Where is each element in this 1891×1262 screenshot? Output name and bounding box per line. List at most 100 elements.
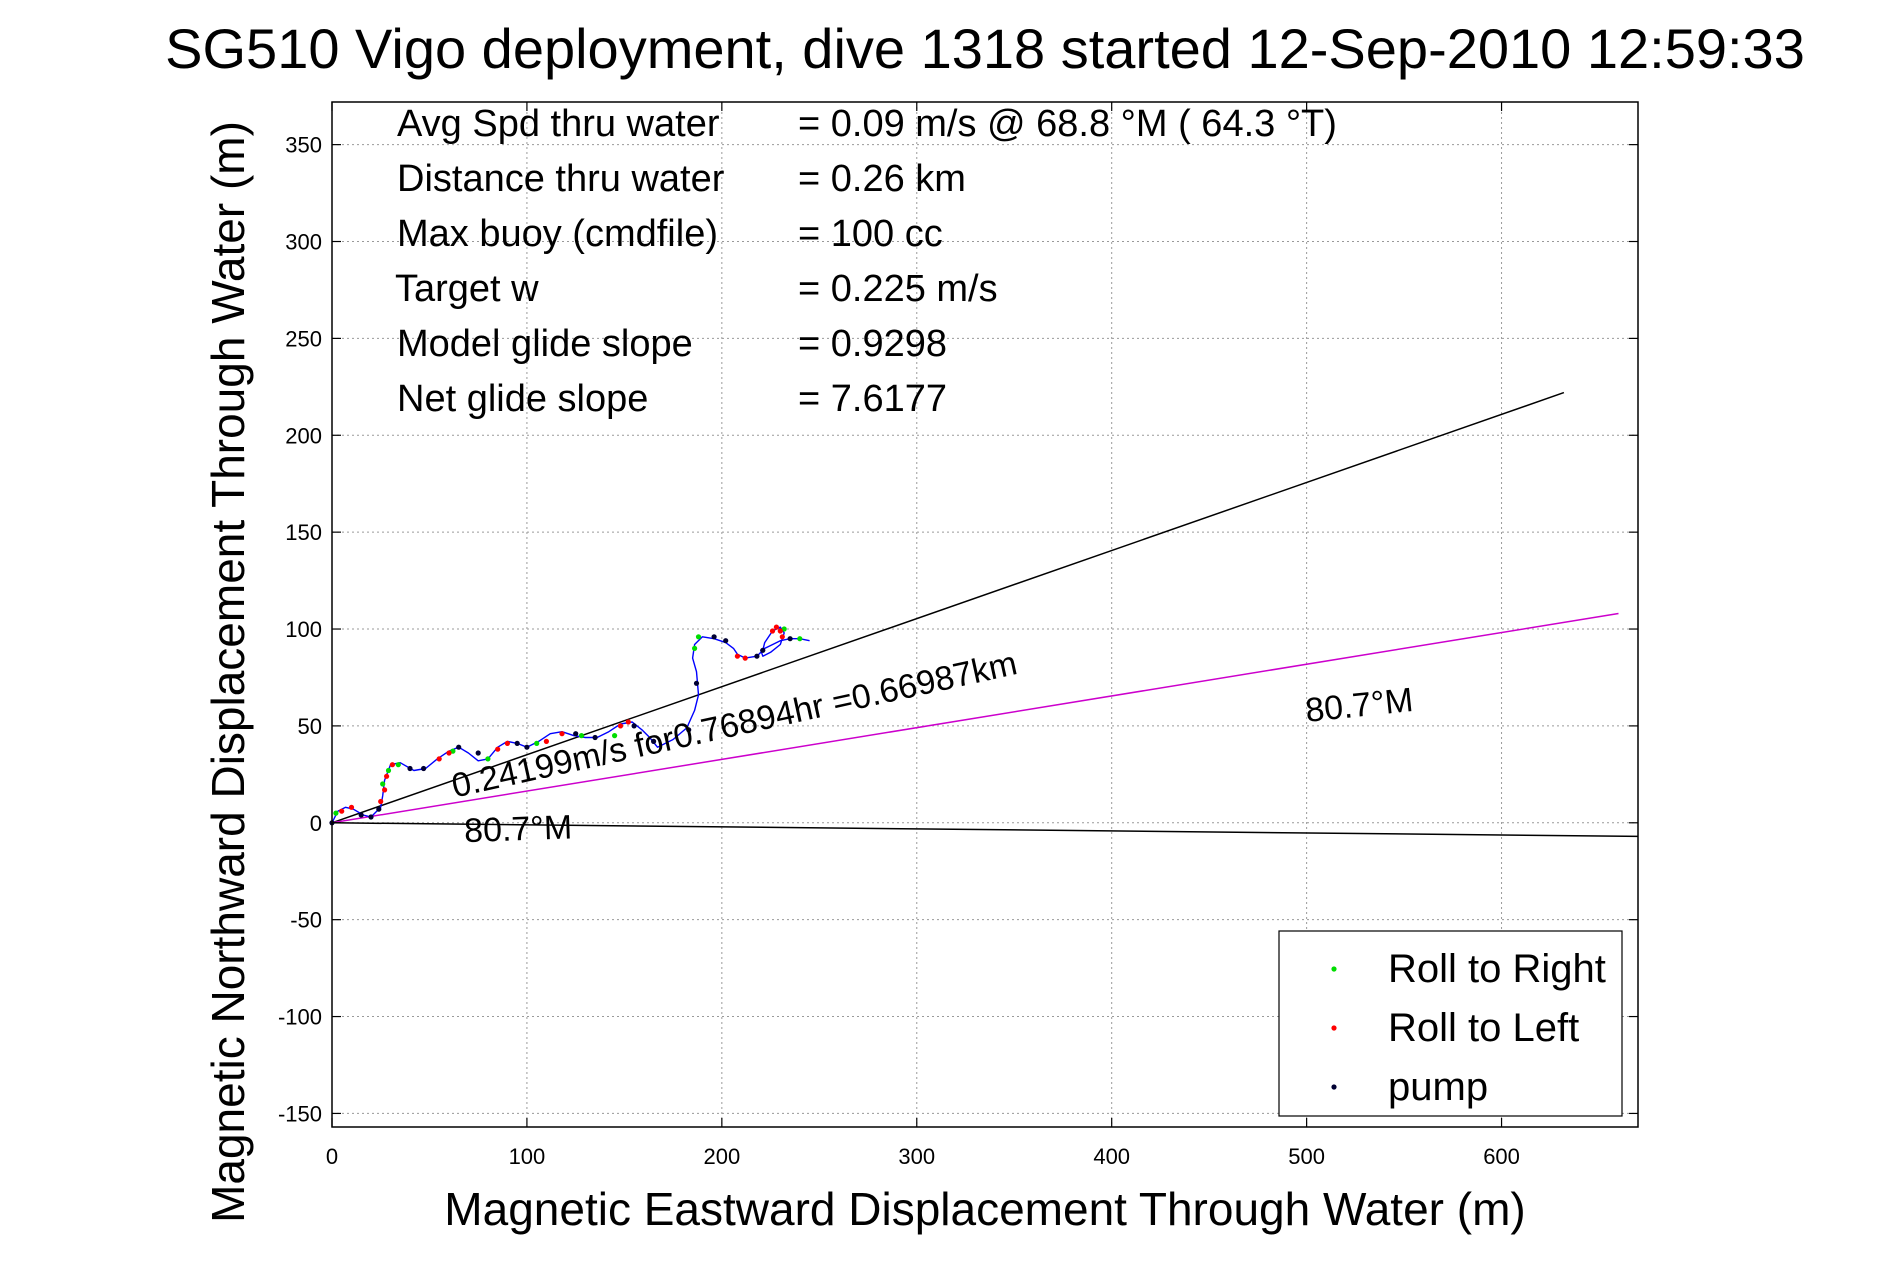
info-value: = 0.225 m/s <box>798 268 998 310</box>
info-label: Avg Spd thru water <box>397 103 720 145</box>
pump-point <box>631 723 637 729</box>
roll-to-left-point <box>769 628 776 634</box>
roll-to-right-point <box>781 626 787 632</box>
roll-to-right-point <box>695 634 702 640</box>
y-tick-label: 150 <box>285 520 322 545</box>
roll-to-left-point <box>504 740 510 747</box>
pump-point <box>711 634 717 640</box>
annotation-label: 80.7°M <box>464 808 573 850</box>
roll-to-right-point <box>692 645 698 652</box>
roll-to-right-point <box>578 733 585 739</box>
pump-point <box>407 765 413 772</box>
x-tick-label: 400 <box>1093 1144 1130 1169</box>
roll-to-right-point <box>485 756 491 762</box>
pump-point <box>514 740 520 747</box>
roll-to-left-point <box>734 653 741 659</box>
info-label: Net glide slope <box>397 378 648 420</box>
pump-point <box>686 727 692 733</box>
pump-point <box>723 638 729 644</box>
plot-data <box>329 391 1639 838</box>
legend-label-roll-to-left: Roll to Left <box>1388 1006 1579 1050</box>
pump-point <box>358 812 364 818</box>
roll-to-left-point <box>378 798 384 805</box>
legend-box <box>1278 930 1623 1117</box>
y-tick-label: 350 <box>285 133 322 158</box>
roll-to-right-point <box>333 810 339 816</box>
y-tick-label: 300 <box>285 230 322 255</box>
roll-to-left-point <box>384 773 390 779</box>
pump-point <box>421 765 427 772</box>
pump-point <box>368 814 374 820</box>
roll-to-left-point <box>773 624 780 630</box>
pump-point <box>573 731 579 737</box>
y-tick-label: 200 <box>285 423 322 448</box>
roll-to-right-point <box>380 781 386 787</box>
y-tick-label: -50 <box>290 908 322 933</box>
y-tick-label: 250 <box>285 326 322 351</box>
roll-to-right-point <box>797 636 803 642</box>
y-tick-label: 50 <box>298 714 322 739</box>
roll-to-left-point <box>559 731 565 737</box>
info-label: Max buoy (cmdfile) <box>397 213 718 255</box>
roll-to-left-point <box>382 787 388 793</box>
roll-to-right-point <box>395 762 401 768</box>
pump-point <box>376 806 382 812</box>
roll-to-left-point <box>389 762 395 768</box>
y-tick-label: -150 <box>278 1101 322 1126</box>
y-axis-title: Magnetic Northward Displacement Through … <box>202 121 254 1223</box>
reference-line-2 <box>331 822 1639 838</box>
pump-point <box>693 680 700 686</box>
pump-point <box>592 734 598 741</box>
info-value: = 0.09 m/s @ 68.8 °M ( 64.3 °T) <box>798 103 1337 145</box>
y-tick-label: 100 <box>285 617 322 642</box>
legend-label-pump: pump <box>1388 1065 1488 1109</box>
legend-label-roll-to-right: Roll to Right <box>1388 947 1606 991</box>
roll-to-left-point <box>339 808 345 814</box>
x-axis-title: Magnetic Eastward Displacement Through W… <box>444 1183 1525 1235</box>
chart-title: SG510 Vigo deployment, dive 1318 started… <box>165 17 1805 80</box>
roll-to-left-point <box>348 804 355 810</box>
legend-marker-pump <box>1331 1084 1337 1090</box>
roll-to-left-point <box>777 628 783 634</box>
roll-to-right-point <box>612 733 618 739</box>
pump-point <box>760 647 766 653</box>
y-tick-label: 0 <box>310 811 322 836</box>
roll-to-right-point <box>534 740 540 747</box>
roll-to-left-point <box>625 719 631 725</box>
roll-to-left-point <box>779 634 785 640</box>
roll-to-left-point <box>543 738 550 745</box>
info-value: = 0.9298 <box>798 323 947 365</box>
reference-line-1 <box>331 612 1619 824</box>
pump-point <box>475 750 481 756</box>
legend-marker-roll-to-right <box>1331 966 1337 972</box>
info-value: = 0.26 km <box>798 158 966 200</box>
y-tick-label: -100 <box>278 1005 322 1030</box>
roll-to-right-point <box>385 767 392 774</box>
info-value: = 100 cc <box>798 213 943 255</box>
x-tick-label: 200 <box>703 1144 740 1169</box>
pump-point <box>651 738 657 745</box>
x-tick-label: 600 <box>1483 1144 1520 1169</box>
x-tick-label: 0 <box>326 1144 338 1169</box>
axis-ticks: 0 100 200 300 400 500 600 -150 -100 -50 0 50 100 150 2… <box>278 102 1638 1169</box>
roll-to-right-point <box>450 748 456 754</box>
info-value: = 7.6177 <box>798 378 947 420</box>
info-label: Target w <box>395 268 539 310</box>
pump-point <box>524 744 530 750</box>
info-panel: Avg Spd thru water = 0.09 m/s @ 68.8 °M (… <box>395 103 1337 420</box>
roll-to-left-point <box>436 756 442 762</box>
x-tick-label: 100 <box>509 1144 546 1169</box>
pump-point <box>787 636 793 642</box>
reference-line-0 <box>331 391 1565 824</box>
info-label: Distance thru water <box>397 158 725 200</box>
roll-to-left-point <box>495 746 501 752</box>
roll-to-left-point <box>446 750 452 756</box>
legend: Roll to Right Roll to Left pump <box>1278 930 1623 1117</box>
pump-point <box>456 744 462 750</box>
x-tick-label: 500 <box>1288 1144 1325 1169</box>
info-label: Model glide slope <box>397 323 693 365</box>
roll-to-left-point <box>742 655 748 661</box>
x-tick-label: 300 <box>898 1144 935 1169</box>
legend-marker-roll-to-left <box>1331 1025 1337 1031</box>
